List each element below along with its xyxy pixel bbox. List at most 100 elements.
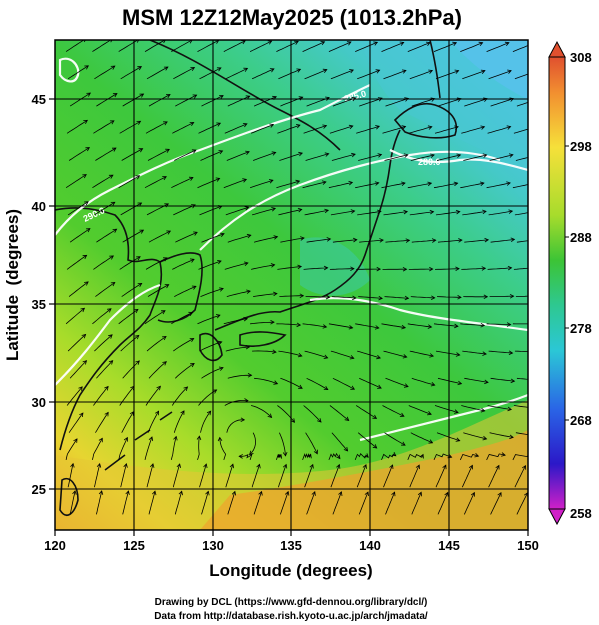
streamline-arrowhead	[83, 119, 89, 124]
streamline-arrowhead	[96, 462, 102, 468]
streamline-arrowhead	[108, 360, 114, 365]
streamline-arrowhead	[125, 490, 130, 496]
streamline-arrowhead	[203, 463, 208, 469]
streamline-arrowhead	[482, 209, 487, 215]
streamline-arrowhead	[309, 463, 314, 469]
streamline-arrowhead	[317, 418, 322, 423]
streamline	[201, 95, 224, 107]
streamline-arrowhead	[193, 231, 198, 236]
streamline	[225, 206, 249, 216]
streamline-arrowhead	[272, 349, 277, 354]
streamline-arrowhead	[322, 68, 328, 74]
streamline-arrowhead	[399, 412, 405, 417]
streamline	[69, 228, 91, 243]
streamline	[487, 405, 512, 410]
streamline	[118, 309, 139, 325]
streamline-arrowhead	[429, 266, 434, 272]
streamline	[96, 228, 117, 243]
streamline-arrowhead	[401, 69, 407, 74]
streamline-arrowhead	[81, 333, 87, 339]
colorbar-label: 298	[570, 139, 592, 154]
streamline-arrowhead	[215, 177, 221, 182]
streamline	[329, 405, 349, 421]
streamline-arrowhead	[389, 464, 394, 469]
streamline-arrowhead	[189, 258, 195, 263]
streamline	[331, 153, 356, 161]
streamline-arrowhead	[82, 174, 87, 179]
streamline-arrowhead	[183, 386, 189, 392]
streamline-arrowhead	[536, 294, 540, 298]
streamline-arrowhead	[506, 125, 512, 130]
streamline	[119, 120, 141, 134]
streamline	[512, 45, 528, 52]
streamline-arrowhead	[536, 434, 540, 438]
streamline-arrowhead	[325, 96, 330, 101]
streamline-arrowhead	[296, 322, 302, 328]
streamline-arrowhead	[70, 462, 75, 468]
streamline-arrowhead	[497, 491, 502, 497]
streamline-arrowhead	[134, 334, 140, 340]
streamline-arrowhead	[217, 260, 222, 265]
colorbar-bottom-arrow	[548, 508, 566, 526]
streamline-arrowhead	[109, 255, 115, 260]
streamline	[463, 492, 475, 515]
streamline-arrowhead	[403, 153, 409, 158]
streamline	[303, 125, 327, 134]
streamline-arrowhead	[246, 233, 252, 239]
streamline-arrowhead	[427, 125, 433, 130]
streamline-arrowhead	[362, 464, 367, 469]
streamline	[174, 491, 183, 515]
streamline-arrowhead	[346, 41, 352, 46]
ryukyu-chain	[104, 411, 173, 471]
streamline-arrowhead	[85, 228, 91, 233]
streamline-arrowhead	[431, 238, 437, 243]
streamline-arrowhead	[377, 384, 382, 389]
streamline	[219, 437, 227, 461]
streamline-arrowhead	[495, 464, 500, 470]
streamline-arrowhead	[479, 181, 485, 187]
streamline	[175, 363, 195, 379]
streamline-arrowhead	[162, 257, 168, 262]
cold-corner	[450, 40, 528, 100]
streamline	[66, 119, 88, 134]
streamline-arrowhead	[402, 354, 408, 359]
streamline	[407, 453, 424, 461]
streamline	[92, 174, 114, 189]
grid-lines	[55, 40, 528, 530]
streamline-arrowhead	[323, 265, 329, 271]
streamline	[227, 374, 252, 379]
streamline	[68, 281, 89, 297]
streamline	[463, 154, 487, 161]
streamline-arrowhead	[372, 414, 378, 419]
streamline	[409, 70, 433, 80]
streamline-arrowhead	[85, 147, 91, 152]
streamline-arrowhead	[290, 418, 296, 423]
streamline-arrowhead	[247, 373, 253, 378]
streamline-arrowhead	[268, 179, 274, 184]
streamline	[122, 491, 129, 515]
streamline-arrowhead	[521, 464, 527, 470]
streamline	[356, 464, 367, 488]
streamline-arrowhead	[243, 261, 249, 266]
chart-title: MSM 12Z12May2025 (1013.2hPa)	[122, 5, 462, 30]
y-tick-labels: 25 30 35 40 45	[32, 92, 46, 497]
streamline-arrowhead	[325, 294, 331, 300]
streamline-arrowhead	[455, 437, 461, 442]
streamline	[200, 288, 224, 297]
streamline	[460, 323, 485, 326]
streamline-arrowhead	[405, 238, 411, 243]
streamline-arrowhead	[110, 282, 116, 287]
streamline-arrowhead	[189, 122, 195, 127]
streamline	[198, 260, 222, 270]
streamline	[462, 70, 486, 80]
streamline-arrowhead	[323, 385, 329, 391]
streamline	[516, 377, 528, 380]
streamline-arrowhead	[400, 441, 406, 446]
streamline	[146, 336, 167, 352]
streamline-arrowhead	[300, 236, 305, 241]
streamline	[118, 40, 139, 52]
streamline	[92, 40, 112, 52]
streamline	[197, 178, 220, 189]
streamline	[252, 152, 276, 161]
